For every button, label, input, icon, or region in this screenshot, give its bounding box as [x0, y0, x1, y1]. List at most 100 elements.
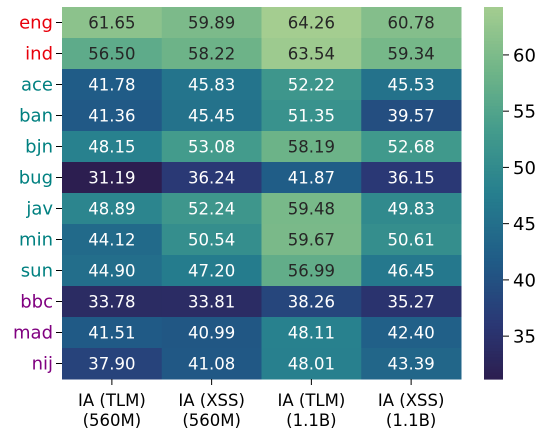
- colorbar-segment: [484, 69, 503, 73]
- colorbar-tick-label: 40: [513, 270, 536, 291]
- colorbar-segment: [484, 267, 503, 272]
- cell-value-label: 58.19: [288, 138, 335, 157]
- cell-value-label: 33.81: [188, 293, 235, 312]
- colorbar-segment: [484, 103, 503, 107]
- heatmap-cell: [361, 224, 462, 256]
- colorbar-segment: [484, 93, 503, 98]
- colorbar-segment: [484, 233, 503, 237]
- row-label: eng: [19, 13, 53, 34]
- colorbar-segment: [484, 168, 503, 172]
- cell-value-label: 59.89: [188, 14, 235, 33]
- row-label: ace: [21, 75, 53, 96]
- colorbar-segment: [484, 348, 503, 352]
- cell-value-label: 64.26: [288, 14, 335, 33]
- colorbar-segment: [484, 217, 503, 222]
- heatmap-cell: [161, 100, 262, 132]
- colorbar-segment: [484, 19, 503, 24]
- colorbar-segment: [484, 279, 503, 284]
- cell-value-label: 48.15: [88, 138, 135, 157]
- colorbar-segment: [484, 28, 503, 33]
- heatmap-cell: [62, 317, 163, 349]
- colorbar-segment: [484, 143, 503, 148]
- cell-value-label: 48.11: [288, 324, 335, 343]
- row-label: min: [19, 230, 53, 251]
- heatmap-cell: [161, 38, 262, 70]
- cell-value-label: 41.87: [288, 169, 335, 188]
- cell-value-label: 60.78: [388, 14, 435, 33]
- cell-value-label: 40.99: [188, 324, 235, 343]
- colorbar-segment: [484, 87, 503, 92]
- colorbar-segment: [484, 131, 503, 135]
- colorbar-segment: [484, 196, 503, 200]
- heatmap-cell: [261, 69, 362, 101]
- colorbar-segment: [484, 245, 503, 250]
- colorbar-segment: [484, 16, 503, 20]
- colorbar-segment: [484, 140, 503, 144]
- colorbar-segment: [484, 205, 503, 210]
- colorbar-segment: [484, 65, 503, 70]
- heatmap-cell: [161, 286, 262, 318]
- heatmap-cell: [261, 286, 362, 318]
- column-labels: IA (TLM) (560M) IA (XSS) (560M) IA (TLM) (1.1…: [78, 379, 444, 430]
- colorbar-segment: [484, 180, 503, 185]
- colorbar-segment: [484, 332, 503, 337]
- colorbar-segment: [484, 292, 503, 296]
- cell-value-label: 50.54: [188, 231, 235, 250]
- colorbar-segment: [484, 146, 503, 151]
- row-label: mad: [13, 323, 53, 344]
- row-label: ind: [25, 44, 53, 65]
- colorbar-segment: [484, 165, 503, 169]
- colorbar-segment: [484, 295, 503, 299]
- colorbar-segment: [484, 310, 503, 315]
- colorbar-segment: [484, 372, 503, 377]
- heatmap-cell: [161, 7, 262, 39]
- colorbar-segment: [484, 273, 503, 278]
- heatmap-cell: [161, 162, 262, 194]
- colorbar-segment: [484, 323, 503, 327]
- colorbar-segment: [484, 301, 503, 306]
- colorbar-segment: [484, 177, 503, 182]
- cell-value-label: 41.08: [188, 355, 235, 374]
- colorbar-tick-label: 55: [513, 102, 536, 123]
- heatmap-cell: [361, 7, 462, 39]
- colorbar-segment: [484, 251, 503, 256]
- colorbar-segment: [484, 31, 503, 36]
- colorbar-segment: [484, 264, 503, 268]
- colorbar-segment: [484, 236, 503, 241]
- colorbar-segment: [484, 186, 503, 191]
- heatmap-cell: [261, 7, 362, 39]
- colorbar-segment: [484, 47, 503, 51]
- heatmap-cell: [62, 224, 163, 256]
- colorbar-segment: [484, 174, 503, 179]
- colorbar-segment: [484, 22, 503, 27]
- cell-value-label: 45.83: [188, 76, 235, 95]
- heatmap-cell: [261, 317, 362, 349]
- colorbar-segment: [484, 134, 503, 138]
- colorbar-segment: [484, 50, 503, 55]
- colorbar-segment: [484, 270, 503, 275]
- colorbar-segment: [484, 162, 503, 166]
- heatmap-cell: [62, 286, 163, 318]
- colorbar-segment: [484, 313, 503, 318]
- colorbar-segment: [484, 124, 503, 129]
- heatmap-cell: [361, 100, 462, 132]
- cell-value-label: 50.61: [388, 231, 435, 250]
- cell-value-label: 41.78: [88, 76, 135, 95]
- colorbar-segment: [484, 357, 503, 361]
- cell-value-label: 48.89: [88, 200, 135, 219]
- colorbar-segment: [484, 41, 503, 45]
- cell-value-label: 37.90: [88, 355, 135, 374]
- colorbar-segment: [484, 208, 503, 213]
- heatmap-cells: 61.65 59.89 64.26 60.78 56.50 58.22 63.54 59.34…: [62, 7, 462, 380]
- cell-value-label: 31.19: [88, 169, 135, 188]
- heatmap-cell: [62, 348, 163, 380]
- colorbar-segment: [484, 304, 503, 309]
- colorbar-segment: [484, 127, 503, 132]
- colorbar-segment: [484, 183, 503, 188]
- colorbar-segment: [484, 375, 503, 380]
- colorbar-segment: [484, 329, 503, 334]
- cell-value-label: 58.22: [188, 45, 235, 64]
- colorbar-segment: [484, 289, 503, 293]
- colorbar-segment: [484, 307, 503, 312]
- colorbar-segment: [484, 81, 503, 86]
